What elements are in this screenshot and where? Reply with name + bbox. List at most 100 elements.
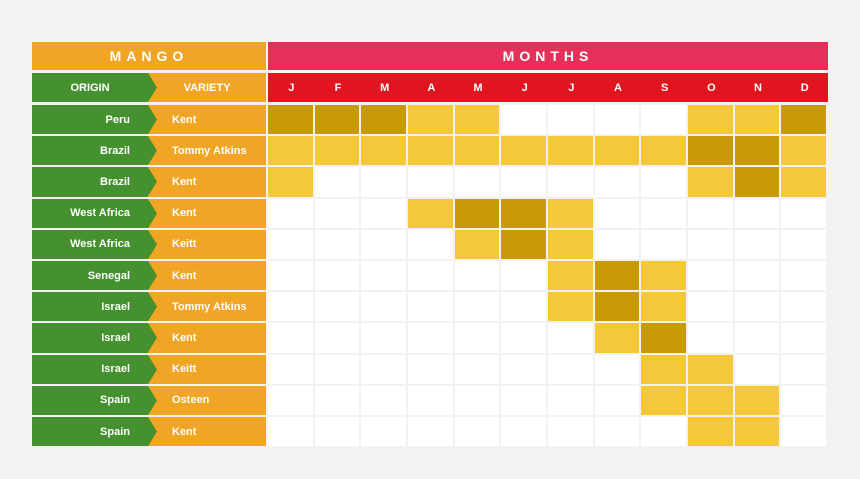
season-cell [594, 261, 640, 291]
origin-chevron [148, 229, 157, 259]
season-cell [594, 354, 640, 384]
season-cell [501, 167, 546, 197]
month-header-7: J [548, 73, 595, 102]
origin-cell: Peru [32, 105, 148, 135]
origin-chevron [148, 417, 157, 447]
season-cell [408, 261, 453, 291]
season-cell [454, 229, 500, 259]
season-cell [314, 198, 360, 228]
season-cell [408, 417, 453, 447]
origin-chevron [148, 323, 157, 353]
season-cell [688, 323, 733, 353]
origin-cell: Spain [32, 417, 148, 447]
season-cell [781, 229, 827, 259]
season-cell [734, 198, 780, 228]
season-cell [408, 292, 453, 322]
season-cell [734, 261, 780, 291]
season-cell [454, 323, 500, 353]
season-cell [408, 136, 453, 166]
season-cell [314, 167, 360, 197]
origin-chevron [148, 385, 157, 415]
season-cell [314, 229, 360, 259]
month-header-1: J [268, 73, 315, 102]
mango-title: MANGO [32, 42, 266, 70]
season-cell [734, 167, 780, 197]
season-cell [361, 198, 406, 228]
origin-chevron [148, 105, 157, 135]
season-cell [454, 292, 500, 322]
variety-cell: Kent [148, 417, 266, 447]
season-cell [361, 385, 406, 415]
season-cell [314, 354, 360, 384]
origin-chevron [148, 292, 157, 322]
season-cell [641, 323, 687, 353]
season-cell [734, 292, 780, 322]
month-header-3: M [361, 73, 408, 102]
season-cell [641, 292, 687, 322]
season-cell [314, 261, 360, 291]
month-header-4: A [408, 73, 455, 102]
origin-header: ORIGIN [32, 73, 148, 102]
season-cell [454, 385, 500, 415]
season-cell [688, 136, 733, 166]
season-cell [781, 323, 827, 353]
origin-cell: Israel [32, 323, 148, 353]
season-cell [361, 105, 406, 135]
season-cell [548, 229, 593, 259]
origin-chevron [148, 261, 157, 291]
origin-header-chevron [148, 73, 157, 102]
season-cell [314, 417, 360, 447]
season-cell [268, 385, 313, 415]
season-cell [688, 417, 733, 447]
season-cell [594, 292, 640, 322]
origin-cell: West Africa [32, 198, 148, 228]
season-cell [361, 323, 406, 353]
season-cell [548, 167, 593, 197]
variety-cell: Keitt [148, 354, 266, 384]
season-cell [641, 136, 687, 166]
season-cell [641, 417, 687, 447]
season-cell [781, 136, 827, 166]
origin-cell: Israel [32, 354, 148, 384]
origin-cell: Brazil [32, 136, 148, 166]
variety-cell: Kent [148, 198, 266, 228]
season-cell [594, 385, 640, 415]
variety-cell: Keitt [148, 229, 266, 259]
season-cell [501, 261, 546, 291]
season-cell [314, 136, 360, 166]
season-cell [501, 136, 546, 166]
season-cell [734, 323, 780, 353]
season-cell [268, 136, 313, 166]
season-cell [641, 261, 687, 291]
season-cell [641, 354, 687, 384]
season-cell [408, 229, 453, 259]
season-cell [408, 354, 453, 384]
variety-header: VARIETY [148, 73, 266, 102]
variety-cell: Kent [148, 261, 266, 291]
variety-cell: Tommy Atkins [148, 292, 266, 322]
origin-cell: West Africa [32, 229, 148, 259]
season-cell [268, 229, 313, 259]
season-cell [501, 323, 546, 353]
season-cell [268, 354, 313, 384]
season-cell [268, 198, 313, 228]
season-cell [361, 354, 406, 384]
season-cell [454, 198, 500, 228]
season-cell [548, 136, 593, 166]
season-cell [408, 105, 453, 135]
season-cell [361, 261, 406, 291]
season-cell [268, 323, 313, 353]
origin-cell: Senegal [32, 261, 148, 291]
season-cell [734, 229, 780, 259]
month-header-9: S [641, 73, 689, 102]
variety-cell: Tommy Atkins [148, 136, 266, 166]
season-cell [734, 354, 780, 384]
season-cell [781, 292, 827, 322]
variety-cell: Kent [148, 167, 266, 197]
season-cell [641, 229, 687, 259]
season-cell [314, 292, 360, 322]
season-cell [688, 198, 733, 228]
season-cell [734, 417, 780, 447]
season-cell [688, 292, 733, 322]
